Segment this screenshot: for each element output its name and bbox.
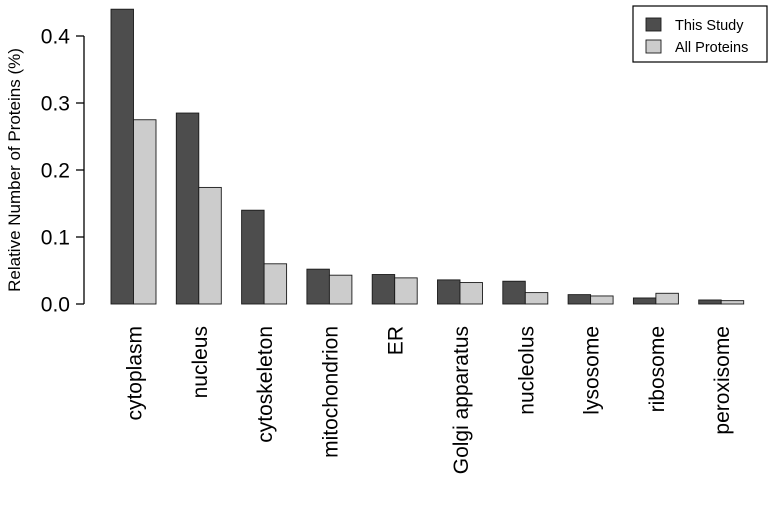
category-label: cytoskeleton bbox=[254, 326, 277, 443]
bar-this-study-ribosome bbox=[632, 297, 657, 305]
legend-swatch bbox=[645, 17, 662, 32]
bar-all-proteins-nucleus bbox=[198, 186, 222, 305]
bar-this-study-cytoplasm bbox=[110, 8, 134, 305]
legend-label: This Study bbox=[675, 18, 744, 34]
category-label: cytoplasm bbox=[124, 326, 147, 421]
bar-all-proteins-golgi-apparatus bbox=[459, 282, 483, 305]
y-tick-label: 0.1 bbox=[41, 227, 70, 250]
category-label: peroxisome bbox=[711, 326, 734, 435]
bar-this-study-golgi-apparatus bbox=[437, 279, 461, 305]
y-tick-label: 0.3 bbox=[41, 93, 70, 116]
category-label: ER bbox=[385, 326, 408, 355]
y-axis: 0.0 0.1 0.2 0.3 0.4 bbox=[41, 26, 85, 317]
category-label: Golgi apparatus bbox=[450, 326, 473, 474]
bar-all-proteins-nucleolus bbox=[524, 292, 549, 305]
bar-all-proteins-mitochondrion bbox=[328, 274, 353, 305]
category-label: ribosome bbox=[646, 326, 669, 412]
bars bbox=[110, 8, 745, 305]
category-label: nucleolus bbox=[515, 326, 538, 415]
bar-all-proteins-ribosome bbox=[655, 292, 679, 305]
y-tick-label: 0.2 bbox=[41, 160, 70, 183]
legend-swatch bbox=[645, 39, 662, 54]
bar-this-study-lysosome bbox=[567, 294, 592, 305]
y-tick-label: 0.0 bbox=[41, 294, 70, 317]
bar-all-proteins-cytoplasm bbox=[133, 119, 157, 305]
y-axis-title-group: Relative Number of Proteins (%) bbox=[5, 48, 24, 292]
legend-label: All Proteins bbox=[675, 40, 748, 56]
category-label: mitochondrion bbox=[319, 326, 342, 458]
bar-all-proteins-cytoskeleton bbox=[263, 263, 288, 305]
y-axis-title: Relative Number of Proteins (%) bbox=[5, 48, 24, 292]
category-labels: cytoplasm nucleus cytoskeleton mitochondrio… bbox=[124, 326, 735, 474]
bar-all-proteins-er bbox=[394, 277, 418, 305]
y-tick-label: 0.4 bbox=[41, 26, 71, 49]
legend: This Study All Proteins bbox=[632, 5, 768, 63]
bar-this-study-peroxisome bbox=[698, 299, 722, 305]
bar-all-proteins-lysosome bbox=[590, 295, 614, 305]
bar-this-study-er bbox=[371, 274, 396, 305]
bar-this-study-cytoskeleton bbox=[241, 209, 265, 305]
bar-this-study-mitochondrion bbox=[306, 268, 330, 305]
category-label: lysosome bbox=[581, 326, 604, 415]
bar-all-proteins-peroxisome bbox=[720, 300, 745, 305]
bar-this-study-nucleus bbox=[175, 112, 200, 305]
bar-this-study-nucleolus bbox=[502, 280, 526, 305]
category-label: nucleus bbox=[189, 326, 212, 398]
